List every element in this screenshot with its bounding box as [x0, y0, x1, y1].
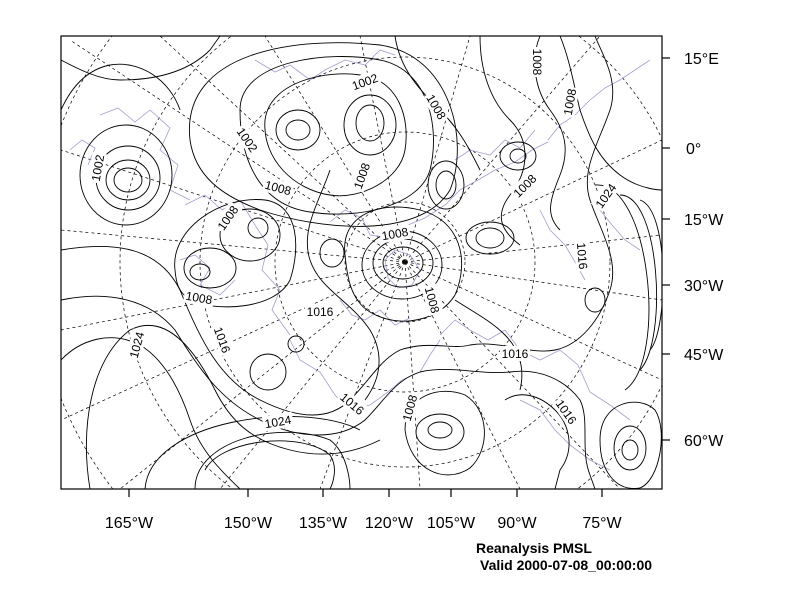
contour-label: 1024 [264, 413, 293, 431]
caption-title: Reanalysis PMSL [476, 540, 592, 556]
bottom-axis: 165°W 150°W 135°W 120°W 105°W 90°W 75°W [105, 489, 623, 532]
contour-label: 1016 [574, 242, 590, 270]
contour-label: 1008 [561, 87, 579, 116]
lat-label: 0° [686, 141, 701, 158]
contour-label: 1008 [530, 49, 544, 76]
contour-label: 1016 [307, 305, 334, 319]
isobars [61, 36, 662, 489]
contour-label: 1008 [351, 161, 373, 191]
lon-label: 150°W [224, 515, 273, 532]
caption-valid-time: Valid 2000-07-08_00:00:00 [480, 557, 653, 573]
contour-label: 1008 [263, 178, 293, 199]
graticule [61, 36, 662, 489]
lon-label: 165°W [105, 515, 154, 532]
contour-label: 1008 [400, 393, 421, 423]
lon-label: 75°W [582, 515, 622, 532]
lon-label: 120°W [365, 515, 414, 532]
lat-label: 60°W [684, 433, 724, 450]
contour-label: 1008 [381, 225, 410, 243]
map-frame [60, 35, 663, 490]
contour-label: 1008 [185, 289, 214, 307]
lat-label: 15°W [684, 212, 724, 229]
lon-label: 135°W [299, 515, 348, 532]
contour-label: 1016 [211, 325, 233, 355]
lat-label: 30°W [684, 278, 724, 295]
lon-label: 90°W [497, 515, 537, 532]
contour-label: 1016 [502, 347, 529, 361]
lat-label: 45°W [684, 347, 724, 364]
contour-label: 1024 [127, 330, 148, 360]
lon-label: 105°W [427, 515, 476, 532]
contour-label: 1002 [89, 153, 107, 182]
coastlines [69, 49, 651, 471]
lat-label: 15°E [684, 51, 719, 68]
contour-label: 1008 [422, 285, 443, 315]
right-axis: 15°E 0° 15°W 30°W 45°W 60°W [662, 51, 724, 450]
